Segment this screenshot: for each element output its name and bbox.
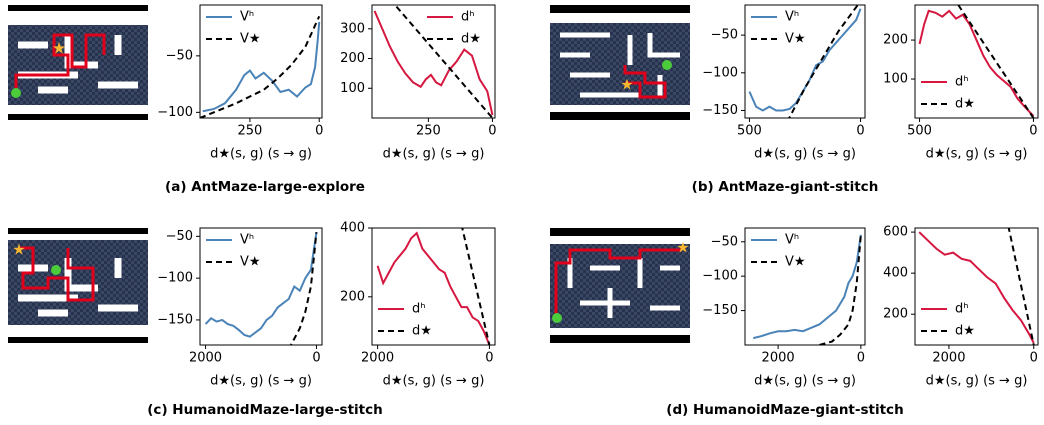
- y-tick-label: −100: [157, 271, 193, 286]
- x-tick-label: 0: [315, 124, 323, 139]
- x-tick-label: 250: [416, 124, 441, 139]
- y-tick-label: 200: [340, 51, 365, 66]
- x-tick-label: 0: [485, 351, 493, 366]
- x-tick-label: 2000: [932, 351, 965, 366]
- y-tick-label: 400: [883, 266, 908, 281]
- svg-text:★: ★: [12, 241, 25, 259]
- legend-label: d★: [955, 97, 975, 112]
- y-tick-label: −50: [166, 229, 193, 244]
- legend-label: dʰ: [955, 302, 969, 317]
- x-tick-label: 0: [312, 351, 320, 366]
- y-tick-label: 100: [340, 81, 365, 96]
- maze-a: ★: [8, 5, 148, 120]
- x-tick-label: 0: [1030, 351, 1038, 366]
- y-tick-label: −50: [166, 48, 193, 63]
- series-line: [819, 234, 862, 345]
- x-axis-label: d★(s, g) (s → g): [926, 147, 1028, 162]
- x-tick-label: 2000: [361, 351, 394, 366]
- y-tick-label: −150: [702, 303, 738, 318]
- caption: (a) AntMaze-large-explore: [165, 179, 365, 195]
- series-line: [393, 5, 494, 118]
- legend-label: dʰ: [412, 302, 426, 317]
- series-line: [200, 15, 321, 118]
- series-line: [373, 10, 494, 116]
- legend-label: V★: [240, 255, 261, 270]
- maze-c: ★: [8, 228, 148, 343]
- x-tick-label: 2000: [762, 351, 795, 366]
- svg-text:★: ★: [52, 39, 66, 58]
- caption: (d) HumanoidMaze-giant-stitch: [666, 402, 903, 418]
- caption: (c) HumanoidMaze-large-stitch: [147, 402, 382, 418]
- series-line: [753, 234, 862, 340]
- axes-frame: [199, 227, 323, 346]
- legend-label: Vʰ: [240, 10, 254, 25]
- x-tick-label: 0: [1029, 124, 1037, 139]
- series-line: [918, 231, 1035, 344]
- legend-label: d★: [461, 32, 481, 47]
- x-axis-label: d★(s, g) (s → g): [926, 374, 1028, 389]
- legend-label: d★: [412, 324, 432, 339]
- axes-frame: [371, 227, 496, 346]
- x-axis-label: d★(s, g) (s → g): [210, 147, 312, 162]
- series-line: [957, 5, 1035, 118]
- axes-frame: [744, 4, 866, 119]
- legend-label: d★: [955, 324, 975, 339]
- x-tick-label: 500: [737, 124, 762, 139]
- series-line: [461, 228, 491, 345]
- legend-label: dʰ: [461, 10, 475, 25]
- legend-label: V★: [785, 32, 806, 47]
- legend-label: dʰ: [955, 75, 969, 90]
- x-tick-label: 0: [488, 124, 496, 139]
- legend-label: V★: [785, 255, 806, 270]
- x-tick-label: 2000: [189, 351, 222, 366]
- series-line: [1007, 228, 1035, 345]
- axes-frame: [914, 227, 1039, 346]
- y-tick-label: 200: [883, 33, 908, 48]
- legend-label: Vʰ: [785, 233, 799, 248]
- axes-frame: [744, 227, 866, 346]
- y-tick-label: 300: [340, 21, 365, 36]
- y-tick-label: −50: [711, 234, 738, 249]
- caption: (b) AntMaze-giant-stitch: [692, 179, 879, 195]
- x-tick-label: 0: [857, 351, 865, 366]
- y-tick-label: −100: [157, 105, 193, 120]
- legend-label: Vʰ: [785, 10, 799, 25]
- series-line: [918, 9, 1035, 117]
- x-axis-label: d★(s, g) (s → g): [754, 374, 856, 389]
- series-line: [376, 231, 491, 345]
- y-tick-label: 100: [883, 72, 908, 87]
- y-tick-label: 600: [883, 225, 908, 240]
- y-tick-label: 200: [340, 289, 365, 304]
- x-axis-label: d★(s, g) (s → g): [754, 147, 856, 162]
- legend-label: V★: [240, 32, 261, 47]
- maze-b: ★: [550, 5, 690, 120]
- series-line: [204, 232, 318, 338]
- axes-frame: [914, 4, 1039, 119]
- x-tick-label: 500: [907, 124, 932, 139]
- y-tick-label: −100: [702, 65, 738, 80]
- series-line: [788, 5, 860, 118]
- series-line: [289, 232, 318, 345]
- y-tick-label: 400: [340, 221, 365, 236]
- y-tick-label: −150: [702, 103, 738, 118]
- x-axis-label: d★(s, g) (s → g): [210, 374, 312, 389]
- x-tick-label: 0: [856, 124, 864, 139]
- svg-text:★: ★: [620, 76, 633, 94]
- series-line: [202, 21, 321, 113]
- y-tick-label: 200: [883, 307, 908, 322]
- axes-frame: [371, 4, 496, 119]
- svg-text:★: ★: [676, 239, 689, 257]
- y-tick-label: −100: [702, 269, 738, 284]
- maze-d: ★: [550, 228, 690, 343]
- x-axis-label: d★(s, g) (s → g): [383, 374, 485, 389]
- y-tick-label: −150: [157, 312, 193, 327]
- y-tick-label: −50: [711, 28, 738, 43]
- x-tick-label: 250: [237, 124, 262, 139]
- legend-label: Vʰ: [240, 233, 254, 248]
- axes-frame: [199, 4, 323, 119]
- x-axis-label: d★(s, g) (s → g): [383, 147, 485, 162]
